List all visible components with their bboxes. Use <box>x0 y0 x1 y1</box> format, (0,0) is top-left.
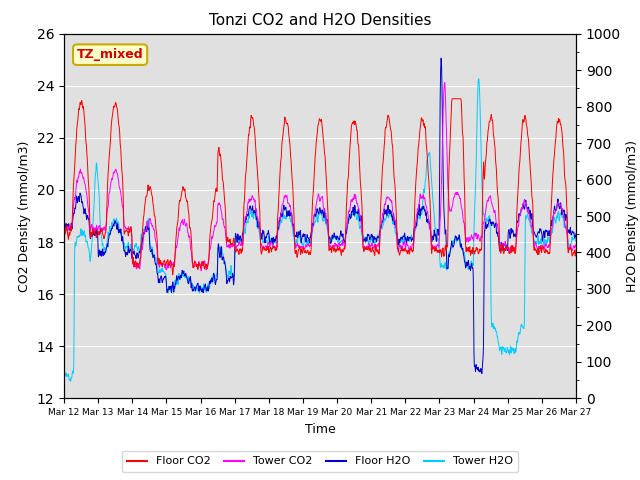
Title: Tonzi CO2 and H2O Densities: Tonzi CO2 and H2O Densities <box>209 13 431 28</box>
Text: TZ_mixed: TZ_mixed <box>77 48 143 61</box>
Y-axis label: CO2 Density (mmol/m3): CO2 Density (mmol/m3) <box>18 140 31 292</box>
Legend: Floor CO2, Tower CO2, Floor H2O, Tower H2O: Floor CO2, Tower CO2, Floor H2O, Tower H… <box>122 451 518 472</box>
Y-axis label: H2O Density (mmol/m3): H2O Density (mmol/m3) <box>627 140 639 292</box>
X-axis label: Time: Time <box>305 423 335 436</box>
